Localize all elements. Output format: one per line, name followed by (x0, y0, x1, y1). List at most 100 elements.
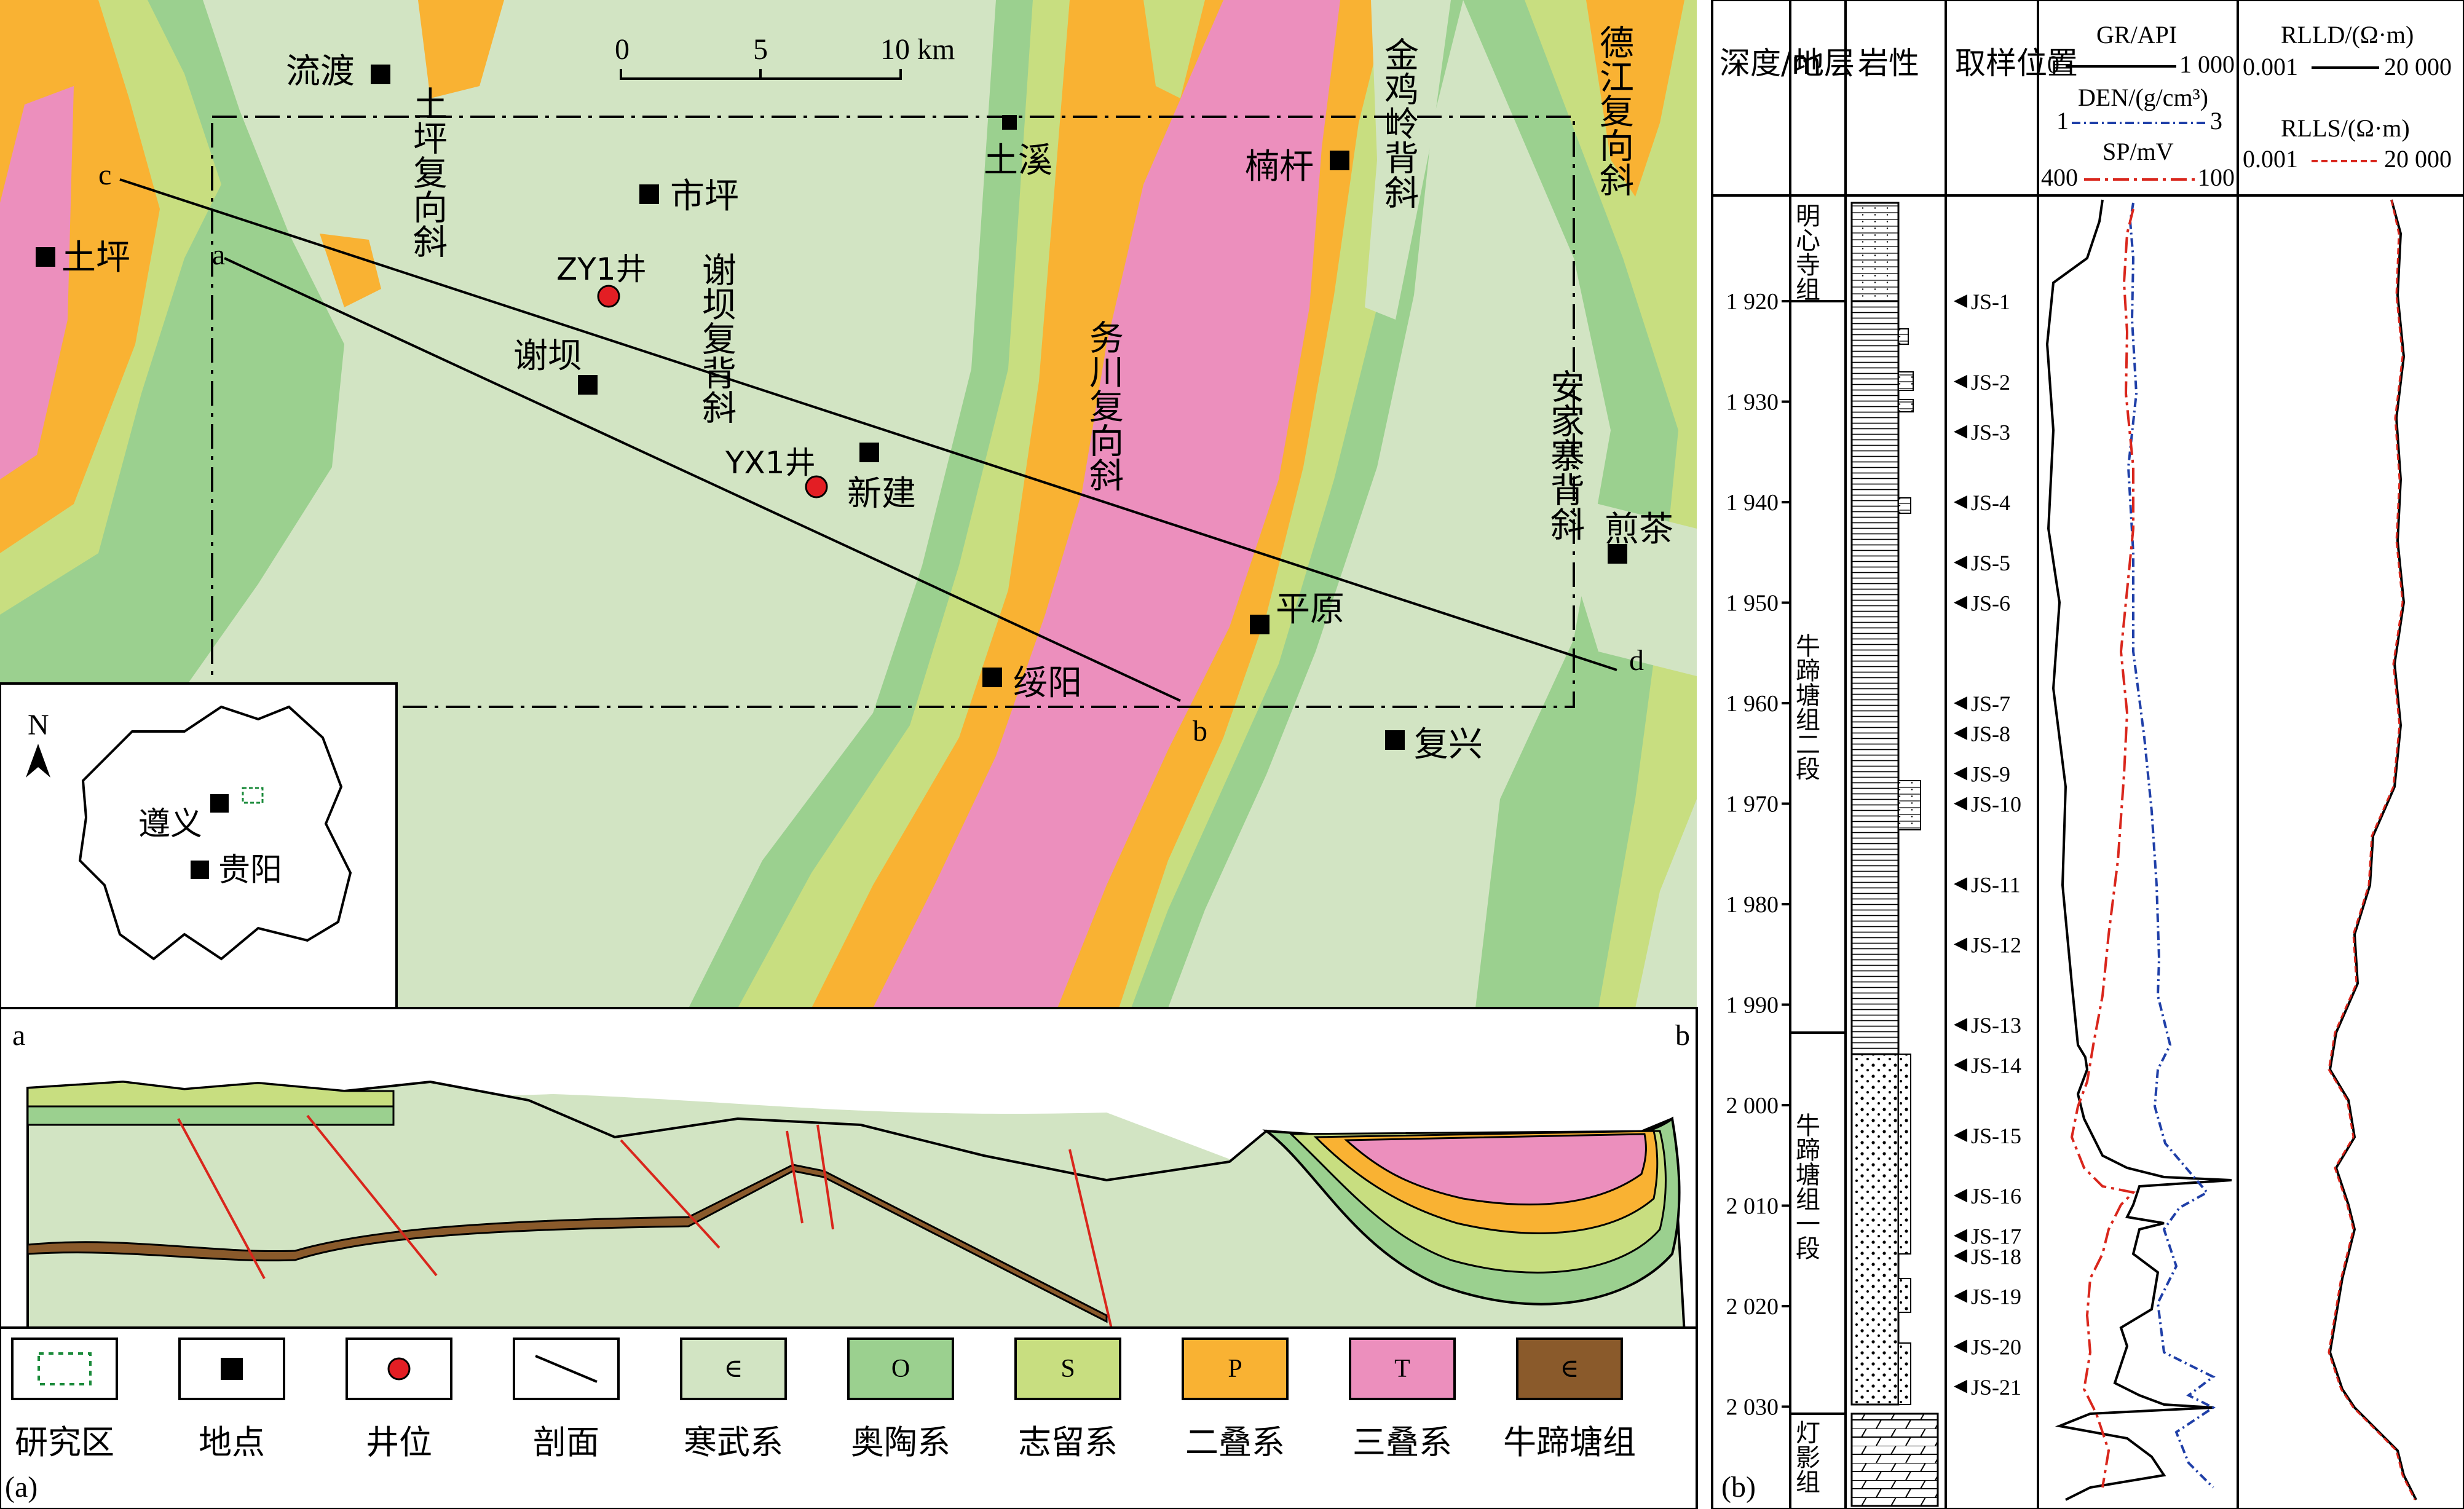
svg-text:GR/API: GR/API (2096, 21, 2177, 49)
sample-label: JS-14 (1971, 1054, 2021, 1078)
legend-symbol: P (1228, 1355, 1242, 1383)
well-markers: ZY1井 YX1井 (556, 251, 828, 498)
structure-dejiang: 德江复向斜 (1594, 25, 1634, 197)
sample-marker: JS-3 (1954, 420, 2010, 445)
depth-tick: 1 960 (1726, 691, 1790, 717)
svg-text:RLLD/(Ω·m): RLLD/(Ω·m) (2281, 21, 2414, 49)
structure-jinjiling: 金鸡岭背斜 (1379, 37, 1419, 209)
depth-tick-label: 1 960 (1726, 691, 1779, 717)
sample-marker: JS-14 (1954, 1054, 2021, 1078)
well-zy1: ZY1井 (556, 251, 647, 287)
sample-marker: JS-13 (1954, 1013, 2021, 1038)
sample-marker: JS-18 (1954, 1244, 2021, 1269)
svg-text:3: 3 (2210, 107, 2222, 135)
depth-tick-label: 1 940 (1726, 490, 1779, 516)
silurian-inlier (1143, 0, 1205, 98)
legend-symbol: O (891, 1355, 910, 1383)
depth-tick: 1 930 (1726, 390, 1790, 416)
log-headers: GR/API 0 1 000 DEN/(g/cm³) 1 3 SP/mV 400… (2041, 21, 2452, 191)
sample-marker: JS-2 (1954, 370, 2010, 395)
sample-label: JS-3 (1971, 420, 2010, 445)
well-marker-zy1 (597, 285, 620, 308)
depth-tick: 1 920 (1726, 289, 1790, 315)
place-marker-suiyang (982, 668, 1002, 687)
panel-a-tag: (a) (5, 1471, 38, 1503)
well-log-panel: 深度/m 地层 岩性 取样位置 GR/API 0 1 000 DEN/(g/cm… (1711, 0, 2464, 1509)
sp-curve (2070, 208, 2136, 1488)
sample-label: JS-13 (1971, 1013, 2021, 1038)
inset-city-zunyi: 遵义 (138, 806, 202, 843)
guizhou-outline (78, 705, 352, 961)
sample-marker: JS-15 (1954, 1124, 2021, 1148)
sample-marker: JS-17 (1954, 1224, 2021, 1249)
header-sample: 取样位置 (1955, 45, 2078, 81)
sample-label: JS-12 (1971, 932, 2021, 957)
sample-marker: JS-19 (1954, 1285, 2021, 1309)
place-nangan: 楠杆 (1245, 147, 1314, 187)
sample-label: JS-16 (1971, 1184, 2021, 1208)
permian-east (1586, 0, 1684, 197)
legend-label: 地点 (199, 1423, 265, 1462)
silurian-belt-east (1525, 0, 1697, 1008)
depth-tick: 1 940 (1726, 490, 1790, 516)
stratum-ntt1: 牛蹄塘组一段 (1791, 1113, 1820, 1260)
legend-label: 寒武系 (684, 1423, 783, 1462)
sample-label: JS-15 (1971, 1124, 2021, 1148)
sample-marker: JS-5 (1954, 551, 2010, 575)
legend-symbol: S (1060, 1355, 1075, 1383)
svg-text:RLLS/(Ω·m): RLLS/(Ω·m) (2281, 114, 2410, 142)
well-yx1: YX1井 (725, 445, 816, 481)
svg-text:0.001: 0.001 (2243, 53, 2298, 81)
well-marker-yx1 (805, 475, 828, 498)
depth-tick-label: 1 930 (1726, 390, 1779, 416)
place-liudu: 流渡 (286, 52, 355, 92)
structure-xieba: 谢坝复背斜 (697, 252, 736, 424)
sample-label: JS-7 (1971, 691, 2010, 716)
depth-tick: 2 000 (1726, 1093, 1790, 1119)
legend: (a) 研究区 地点 井位 剖面 ∈ 寒武系 O 奥陶系 S 志留系 P 二叠系 T 三叠系 ∈ 牛蹄塘组 (0, 1326, 1698, 1509)
place-jiancha: 煎茶 (1605, 510, 1673, 550)
legend-item: ∈ 寒武系 (680, 1338, 787, 1462)
depth-tick: 1 970 (1726, 792, 1790, 818)
svg-text:1 000: 1 000 (2179, 50, 2235, 78)
sample-marker: JS-20 (1954, 1334, 2021, 1359)
den-curve (2126, 202, 2216, 1489)
stratum-dengying: 灯影组 (1791, 1420, 1820, 1494)
legend-item: ∈ 牛蹄塘组 (1503, 1338, 1636, 1462)
sample-label: JS-8 (1971, 722, 2010, 746)
triassic-west (0, 86, 74, 479)
depth-tick-label: 1 970 (1726, 792, 1779, 818)
sample-label: JS-21 (1971, 1375, 2021, 1400)
sample-marker: JS-10 (1954, 792, 2021, 817)
legend-label: 牛蹄塘组 (1503, 1423, 1636, 1462)
place-marker-shiping (639, 184, 659, 204)
sample-label: JS-4 (1971, 491, 2010, 515)
svg-text:1: 1 (2056, 107, 2069, 135)
sample-marker: JS-4 (1954, 491, 2010, 515)
section-end-a: a (212, 238, 225, 271)
section-end-c: c (98, 159, 111, 191)
panel-b-tag: (b) (1721, 1471, 1756, 1503)
depth-tick: 1 950 (1726, 591, 1790, 617)
rlld-curve (2328, 199, 2417, 1500)
legend-item: 剖面 (513, 1338, 620, 1462)
place-xieba: 谢坝 (513, 336, 582, 376)
depth-tick: 1 990 (1726, 993, 1790, 1018)
section-line-ab (224, 257, 1181, 702)
rlls-curve (2328, 199, 2416, 1500)
cambrian-patch-se (1635, 799, 1697, 1008)
legend-item: 井位 (346, 1338, 452, 1462)
structure-labels: 土坪复向斜 谢坝复背斜 务川复向斜 金鸡岭背斜 德江复向斜 安家寨背斜 (408, 25, 1634, 541)
inset-map: N 遵义 贵阳 (0, 682, 398, 1009)
header-stratum: 地层 (1793, 45, 1855, 81)
place-marker-fuxing (1385, 730, 1405, 750)
sample-marker: JS-11 (1954, 872, 2021, 897)
depth-tick-label: 1 920 (1726, 289, 1779, 315)
place-marker-liudu (371, 65, 390, 84)
depth-tick-label: 1 990 (1726, 993, 1779, 1018)
place-marker-jiancha (1608, 544, 1627, 564)
place-marker-pingyuan (1250, 615, 1270, 634)
sample-marker: JS-16 (1954, 1184, 2021, 1208)
sample-marker: JS-21 (1954, 1375, 2021, 1400)
